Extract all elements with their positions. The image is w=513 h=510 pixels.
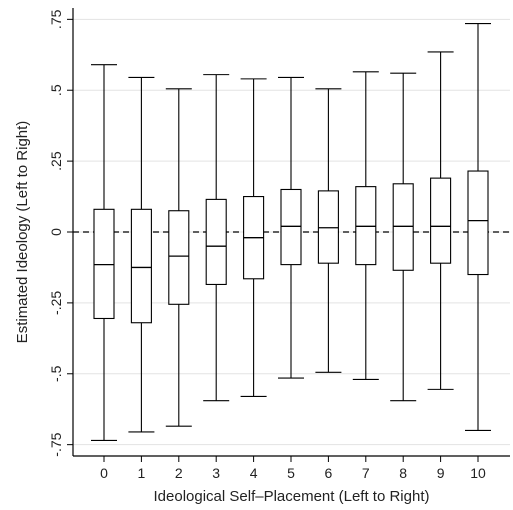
x-tick-label: 3 — [212, 465, 220, 481]
box-body — [205, 198, 227, 286]
box-1 — [128, 76, 155, 433]
y-tick-label: .5 — [48, 84, 64, 96]
box-body — [467, 170, 489, 276]
x-axis-ticks: 0 1 2 3 4 5 6 7 8 9 10 — [100, 456, 486, 481]
y-tick-label: .25 — [48, 151, 64, 171]
box-body — [130, 208, 152, 324]
x-tick-label: 1 — [138, 465, 146, 481]
y-tick-label: .75 — [48, 9, 64, 29]
x-tick-label: 9 — [437, 465, 445, 481]
box-3 — [203, 74, 230, 402]
box-5 — [278, 76, 304, 379]
boxes — [91, 23, 491, 441]
box-body — [317, 190, 339, 264]
y-tick-label: -.75 — [48, 432, 64, 456]
box-2 — [165, 88, 192, 427]
box-body — [280, 188, 302, 266]
y-tick-label: -.25 — [48, 291, 64, 315]
box-6 — [315, 88, 342, 373]
box-body — [355, 186, 377, 266]
box-7 — [352, 71, 379, 380]
x-tick-label: 8 — [399, 465, 407, 481]
x-tick-label: 0 — [100, 465, 108, 481]
box-4 — [240, 78, 267, 398]
box-body — [392, 183, 414, 271]
box-body — [430, 177, 452, 264]
x-tick-label: 2 — [175, 465, 183, 481]
x-tick-label: 10 — [470, 465, 486, 481]
y-tick-label: -.5 — [48, 365, 64, 382]
y-axis-ticks: -.75 -.5 -.25 0 .25 .5 .75 — [48, 9, 73, 457]
box-body — [93, 208, 115, 320]
box-10 — [465, 23, 491, 432]
y-tick-label: 0 — [48, 228, 64, 236]
x-axis-title: Ideological Self–Placement (Left to Righ… — [154, 488, 430, 505]
x-tick-label: 4 — [250, 465, 258, 481]
x-tick-label: 5 — [287, 465, 295, 481]
box-9 — [427, 51, 454, 390]
x-tick-label: 7 — [362, 465, 370, 481]
y-axis-title: Estimated Ideology (Left to Right) — [14, 121, 31, 344]
box-8 — [390, 72, 417, 402]
box-0 — [91, 64, 117, 441]
box-body — [168, 210, 190, 305]
x-tick-label: 6 — [325, 465, 333, 481]
